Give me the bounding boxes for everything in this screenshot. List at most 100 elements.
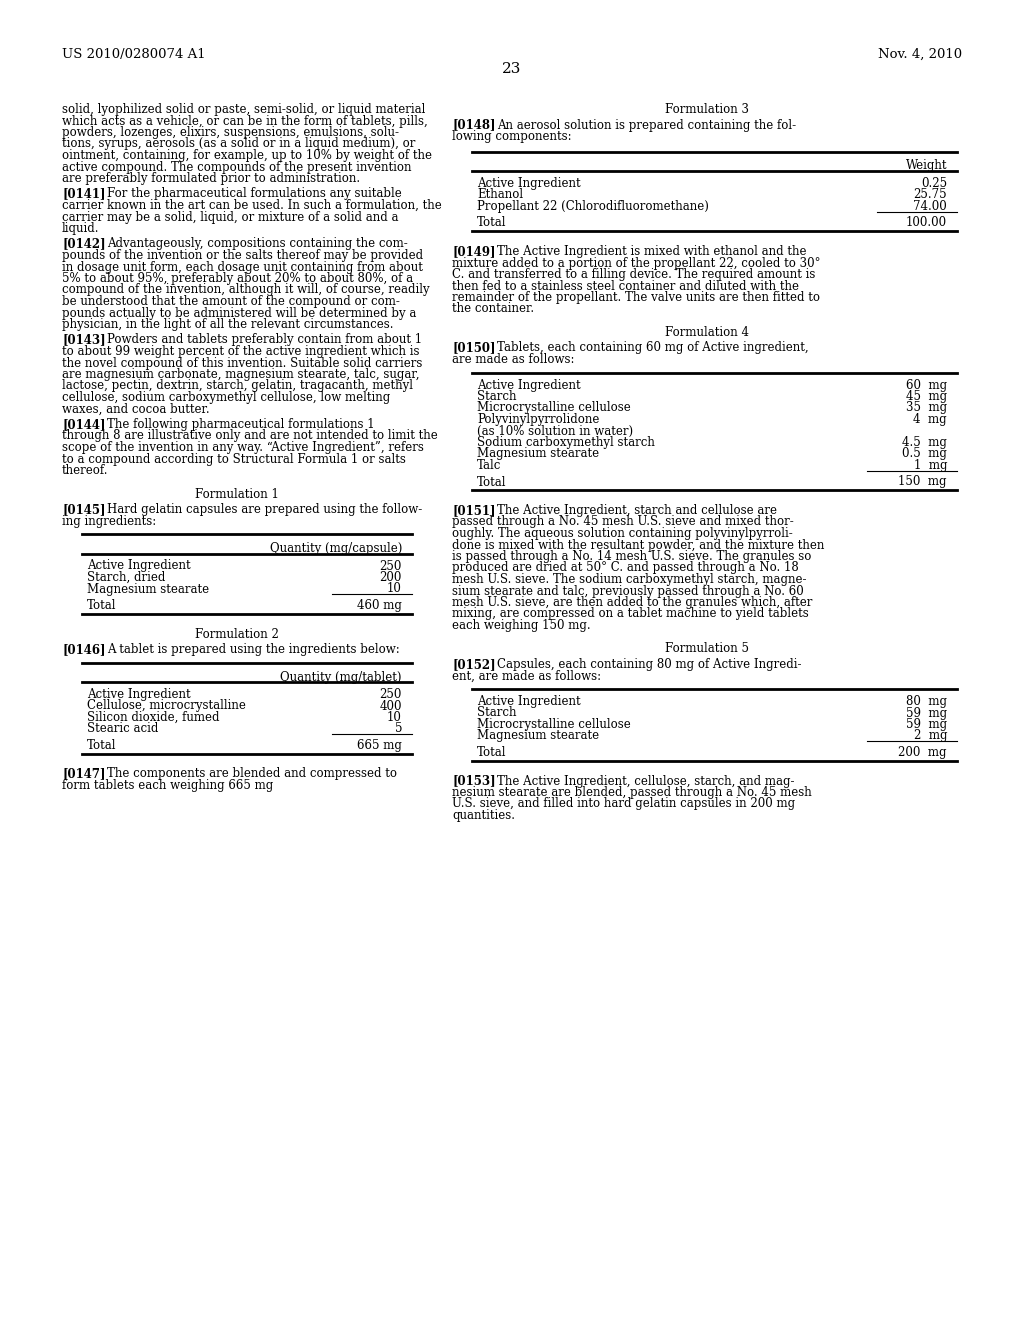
Text: Weight: Weight — [905, 160, 947, 173]
Text: Active Ingredient: Active Ingredient — [87, 688, 190, 701]
Text: The Active Ingredient, starch and cellulose are: The Active Ingredient, starch and cellul… — [497, 504, 777, 517]
Text: to a compound according to Structural Formula 1 or salts: to a compound according to Structural Fo… — [62, 453, 406, 466]
Text: Talc: Talc — [477, 459, 502, 473]
Text: mesh U.S. sieve. The sodium carboxymethyl starch, magne-: mesh U.S. sieve. The sodium carboxymethy… — [452, 573, 807, 586]
Text: Quantity (mg/capsule): Quantity (mg/capsule) — [269, 543, 402, 554]
Text: 150  mg: 150 mg — [898, 475, 947, 488]
Text: Starch, dried: Starch, dried — [87, 572, 165, 583]
Text: lactose, pectin, dextrin, starch, gelatin, tragacanth, methyl: lactose, pectin, dextrin, starch, gelati… — [62, 380, 413, 392]
Text: 0.25: 0.25 — [921, 177, 947, 190]
Text: Capsules, each containing 80 mg of Active Ingredi-: Capsules, each containing 80 mg of Activ… — [497, 657, 802, 671]
Text: 25.75: 25.75 — [913, 189, 947, 202]
Text: sium stearate and talc, previously passed through a No. 60: sium stearate and talc, previously passe… — [452, 585, 804, 598]
Text: (as 10% solution in water): (as 10% solution in water) — [477, 425, 633, 437]
Text: Powders and tablets preferably contain from about 1: Powders and tablets preferably contain f… — [106, 334, 422, 346]
Text: 4.5  mg: 4.5 mg — [902, 436, 947, 449]
Text: form tablets each weighing 665 mg: form tablets each weighing 665 mg — [62, 779, 273, 792]
Text: 5: 5 — [394, 722, 402, 735]
Text: For the pharmaceutical formulations any suitable: For the pharmaceutical formulations any … — [106, 187, 401, 201]
Text: Formulation 2: Formulation 2 — [195, 627, 279, 640]
Text: 5% to about 95%, preferably about 20% to about 80%, of a: 5% to about 95%, preferably about 20% to… — [62, 272, 413, 285]
Text: 35  mg: 35 mg — [906, 401, 947, 414]
Text: 4  mg: 4 mg — [913, 413, 947, 426]
Text: 400: 400 — [380, 700, 402, 713]
Text: 250: 250 — [380, 560, 402, 573]
Text: pounds actually to be administered will be determined by a: pounds actually to be administered will … — [62, 306, 417, 319]
Text: each weighing 150 mg.: each weighing 150 mg. — [452, 619, 591, 632]
Text: Propellant 22 (Chlorodifluoromethane): Propellant 22 (Chlorodifluoromethane) — [477, 201, 709, 213]
Text: to about 99 weight percent of the active ingredient which is: to about 99 weight percent of the active… — [62, 345, 420, 358]
Text: are magnesium carbonate, magnesium stearate, talc, sugar,: are magnesium carbonate, magnesium stear… — [62, 368, 420, 381]
Text: is passed through a No. 14 mesh U.S. sieve. The granules so: is passed through a No. 14 mesh U.S. sie… — [452, 550, 811, 564]
Text: Tablets, each containing 60 mg of Active ingredient,: Tablets, each containing 60 mg of Active… — [497, 342, 809, 355]
Text: [0152]: [0152] — [452, 657, 496, 671]
Text: 60  mg: 60 mg — [906, 379, 947, 392]
Text: 10: 10 — [387, 582, 402, 595]
Text: compound of the invention, although it will, of course, readily: compound of the invention, although it w… — [62, 284, 430, 297]
Text: mixture added to a portion of the propellant 22, cooled to 30°: mixture added to a portion of the propel… — [452, 256, 820, 269]
Text: powders, lozenges, elixirs, suspensions, emulsions, solu-: powders, lozenges, elixirs, suspensions,… — [62, 125, 399, 139]
Text: are preferably formulated prior to administration.: are preferably formulated prior to admin… — [62, 172, 360, 185]
Text: The Active Ingredient is mixed with ethanol and the: The Active Ingredient is mixed with etha… — [497, 246, 807, 257]
Text: Magnesium stearate: Magnesium stearate — [87, 582, 209, 595]
Text: are made as follows:: are made as follows: — [452, 352, 574, 366]
Text: The components are blended and compressed to: The components are blended and compresse… — [106, 767, 397, 780]
Text: [0149]: [0149] — [452, 246, 496, 257]
Text: 0.5  mg: 0.5 mg — [902, 447, 947, 461]
Text: Hard gelatin capsules are prepared using the follow-: Hard gelatin capsules are prepared using… — [106, 503, 422, 516]
Text: Microcrystalline cellulose: Microcrystalline cellulose — [477, 718, 631, 731]
Text: Ethanol: Ethanol — [477, 189, 523, 202]
Text: Starch: Starch — [477, 706, 516, 719]
Text: tions, syrups, aerosols (as a solid or in a liquid medium), or: tions, syrups, aerosols (as a solid or i… — [62, 137, 416, 150]
Text: The following pharmaceutical formulations 1: The following pharmaceutical formulation… — [106, 418, 375, 432]
Text: Starch: Starch — [477, 389, 516, 403]
Text: 2  mg: 2 mg — [913, 730, 947, 742]
Text: [0144]: [0144] — [62, 418, 105, 432]
Text: physician, in the light of all the relevant circumstances.: physician, in the light of all the relev… — [62, 318, 393, 331]
Text: Magnesium stearate: Magnesium stearate — [477, 447, 599, 461]
Text: in dosage unit form, each dosage unit containing from about: in dosage unit form, each dosage unit co… — [62, 260, 423, 273]
Text: [0141]: [0141] — [62, 187, 105, 201]
Text: 250: 250 — [380, 688, 402, 701]
Text: 100.00: 100.00 — [906, 216, 947, 230]
Text: [0148]: [0148] — [452, 119, 496, 132]
Text: cellulose, sodium carboxymethyl cellulose, low melting: cellulose, sodium carboxymethyl cellulos… — [62, 391, 390, 404]
Text: liquid.: liquid. — [62, 222, 99, 235]
Text: 59  mg: 59 mg — [906, 718, 947, 731]
Text: [0142]: [0142] — [62, 238, 105, 251]
Text: lowing components:: lowing components: — [452, 129, 571, 143]
Text: carrier may be a solid, liquid, or mixture of a solid and a: carrier may be a solid, liquid, or mixtu… — [62, 210, 398, 223]
Text: quantities.: quantities. — [452, 809, 515, 822]
Text: Microcrystalline cellulose: Microcrystalline cellulose — [477, 401, 631, 414]
Text: Nov. 4, 2010: Nov. 4, 2010 — [878, 48, 962, 61]
Text: nesium stearate are blended, passed through a No. 45 mesh: nesium stearate are blended, passed thro… — [452, 785, 812, 799]
Text: Formulation 5: Formulation 5 — [665, 643, 749, 656]
Text: Formulation 3: Formulation 3 — [665, 103, 749, 116]
Text: waxes, and cocoa butter.: waxes, and cocoa butter. — [62, 403, 210, 416]
Text: 45  mg: 45 mg — [906, 389, 947, 403]
Text: A tablet is prepared using the ingredients below:: A tablet is prepared using the ingredien… — [106, 643, 399, 656]
Text: the container.: the container. — [452, 302, 535, 315]
Text: remainder of the propellant. The valve units are then fitted to: remainder of the propellant. The valve u… — [452, 290, 820, 304]
Text: Cellulose, microcrystalline: Cellulose, microcrystalline — [87, 700, 246, 713]
Text: 200  mg: 200 mg — [898, 746, 947, 759]
Text: 200: 200 — [380, 572, 402, 583]
Text: 460 mg: 460 mg — [357, 599, 402, 612]
Text: Polyvinylpyrrolidone: Polyvinylpyrrolidone — [477, 413, 599, 426]
Text: Quantity (mg/tablet): Quantity (mg/tablet) — [281, 671, 402, 684]
Text: [0145]: [0145] — [62, 503, 105, 516]
Text: 1  mg: 1 mg — [913, 459, 947, 473]
Text: 74.00: 74.00 — [913, 201, 947, 213]
Text: Total: Total — [477, 746, 507, 759]
Text: 10: 10 — [387, 711, 402, 723]
Text: Magnesium stearate: Magnesium stearate — [477, 730, 599, 742]
Text: through 8 are illustrative only and are not intended to limit the: through 8 are illustrative only and are … — [62, 429, 437, 442]
Text: Total: Total — [477, 475, 507, 488]
Text: 665 mg: 665 mg — [357, 739, 402, 752]
Text: [0150]: [0150] — [452, 342, 496, 355]
Text: Formulation 4: Formulation 4 — [665, 326, 749, 339]
Text: Silicon dioxide, fumed: Silicon dioxide, fumed — [87, 711, 219, 723]
Text: 23: 23 — [503, 62, 521, 77]
Text: [0147]: [0147] — [62, 767, 105, 780]
Text: done is mixed with the resultant powder, and the mixture then: done is mixed with the resultant powder,… — [452, 539, 824, 552]
